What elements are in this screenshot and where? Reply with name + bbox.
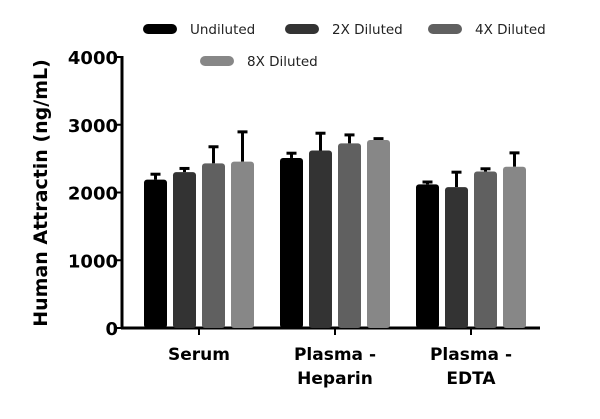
y-tick-label: 1000 [68, 251, 118, 272]
legend-label: 2X Diluted [332, 22, 403, 38]
x-tick-label: EDTA [446, 369, 496, 389]
legend-swatch [428, 24, 462, 34]
x-tick-label: Plasma - [430, 345, 512, 365]
legend-label: 4X Diluted [475, 22, 546, 38]
legend-swatch [200, 56, 234, 66]
bar [280, 157, 303, 328]
bar [231, 161, 254, 328]
legend-swatch [143, 24, 177, 34]
bar [309, 150, 332, 328]
legend-label: 8X Diluted [247, 54, 318, 70]
legend-swatch [285, 24, 319, 34]
y-tick-label: 3000 [68, 116, 118, 137]
bar [338, 143, 361, 328]
x-tick-label: Heparin [297, 369, 373, 389]
legend: Undiluted 2X Diluted 4X Diluted 8X Diluted [143, 22, 546, 70]
y-axis-label: Human Attractin (ng/mL) [30, 59, 52, 327]
y-tick-label: 0 [105, 319, 118, 340]
bar [416, 184, 439, 328]
bar [202, 163, 225, 328]
legend-label: Undiluted [190, 22, 255, 38]
bar [474, 171, 497, 328]
x-tick-label: Plasma - [294, 345, 376, 365]
y-tick-label: 4000 [68, 48, 118, 69]
y-tick-label: 2000 [68, 184, 118, 205]
bar [445, 187, 468, 328]
bar [367, 139, 390, 328]
bar [173, 172, 196, 328]
bar [144, 179, 167, 328]
x-tick-label: Serum [168, 345, 230, 365]
bar [503, 166, 526, 328]
